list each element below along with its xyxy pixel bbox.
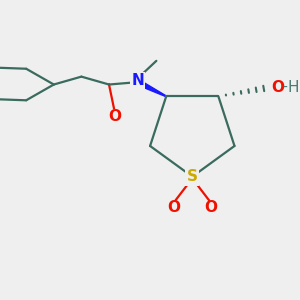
Text: -: - xyxy=(283,80,287,94)
Text: O: O xyxy=(272,80,285,95)
Text: O: O xyxy=(108,109,122,124)
Text: H: H xyxy=(287,80,299,95)
Text: S: S xyxy=(187,169,198,184)
Polygon shape xyxy=(137,80,166,97)
Text: O: O xyxy=(167,200,180,215)
Text: N: N xyxy=(131,73,144,88)
Text: O: O xyxy=(205,200,218,215)
